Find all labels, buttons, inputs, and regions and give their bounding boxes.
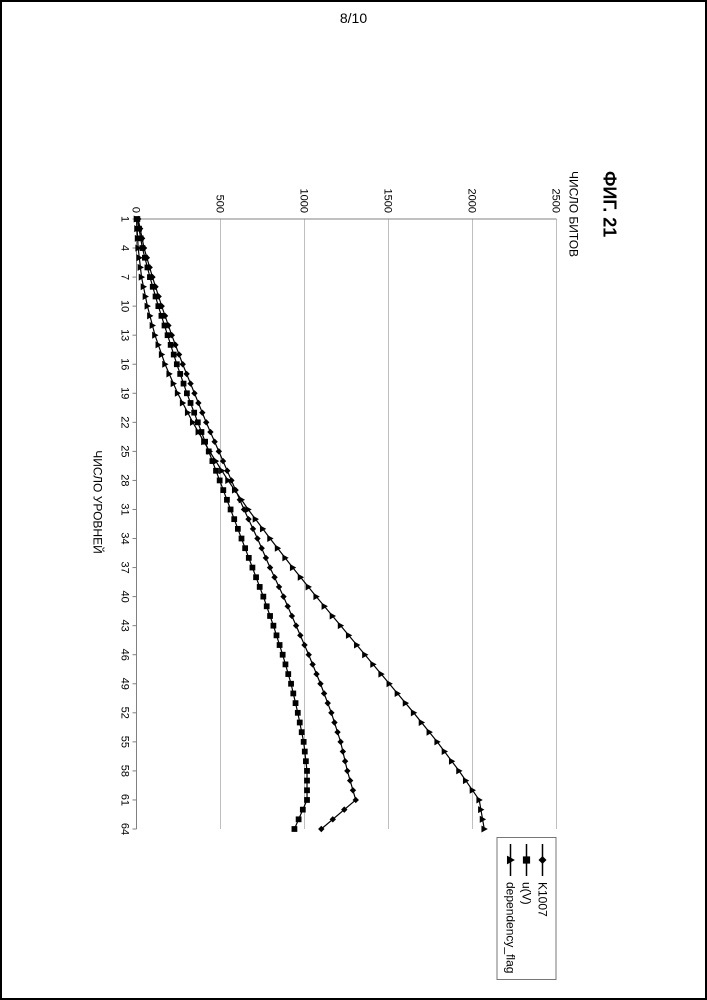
x-tick-label: 58 [119,765,131,777]
x-axis-ticks-row: 1 4 7 10 13 16 19 22 25 28 31 34 37 40 43 46 49 52 55 58 61 6… [115,171,133,833]
x-tick-label: 16 [119,358,131,370]
legend-item: K1007 [536,844,550,973]
y-tick-label: 1000 [298,189,310,213]
page-frame: 8/10 ФИГ. 21 ЧИСЛО БИТОВ 0 500 1000 1500 200… [0,0,707,1000]
x-tick-label: 46 [119,649,131,661]
x-tick-label: 52 [119,707,131,719]
x-tick-label: 13 [119,329,131,341]
x-tick-label: 25 [119,445,131,457]
legend-marker-uV [520,844,534,876]
y-tick-label: 2500 [550,189,561,213]
legend-label: dependency_flag [504,882,518,973]
x-tick-label: 55 [119,736,131,748]
x-tick-label: 43 [119,620,131,632]
x-tick-label: 37 [119,561,131,573]
chart-plot-wrap: 05001000150020002500 K1007u(V)dependency… [133,171,561,833]
x-tick-label: 31 [119,503,131,515]
y-tick-label: 2000 [466,189,478,213]
chart-svg: 0 500 1000 1500 2000 2500 [133,171,561,833]
chart-container: ФИГ. 21 ЧИСЛО БИТОВ 0 500 1000 1500 2000 2500… [91,171,620,833]
y-tick-label: 500 [214,195,226,213]
x-tick-label: 64 [119,823,131,835]
x-tick-label: 22 [119,416,131,428]
figure-label: ФИГ. 21 [599,171,620,833]
legend-marker-K1007 [536,844,550,876]
legend-marker-dependency_flag [504,844,518,876]
legend-item: u(V) [520,844,534,973]
y-tick-label: 0 [133,207,142,213]
x-axis-title: ЧИСЛО УРОВНЕЙ [91,171,105,833]
x-tick-label: 34 [119,532,131,544]
x-tick-label: 19 [119,387,131,399]
y-axis-title: ЧИСЛО БИТОВ [567,171,581,833]
legend-item: dependency_flag [504,844,518,973]
x-tick-label: 28 [119,474,131,486]
legend-label: u(V) [520,882,534,905]
x-tick-label: 49 [119,678,131,690]
x-tick-label: 61 [119,794,131,806]
x-tick-label: 1 [119,216,131,222]
y-tick-label: 1500 [382,189,394,213]
legend-box: K1007u(V)dependency_flag [497,837,557,980]
x-tick-label: 10 [119,300,131,312]
legend-label: K1007 [536,882,550,917]
x-tick-label: 7 [119,274,131,280]
page-number: 8/10 [2,10,705,26]
x-tick-label: 40 [119,590,131,602]
x-tick-label: 4 [119,245,131,251]
